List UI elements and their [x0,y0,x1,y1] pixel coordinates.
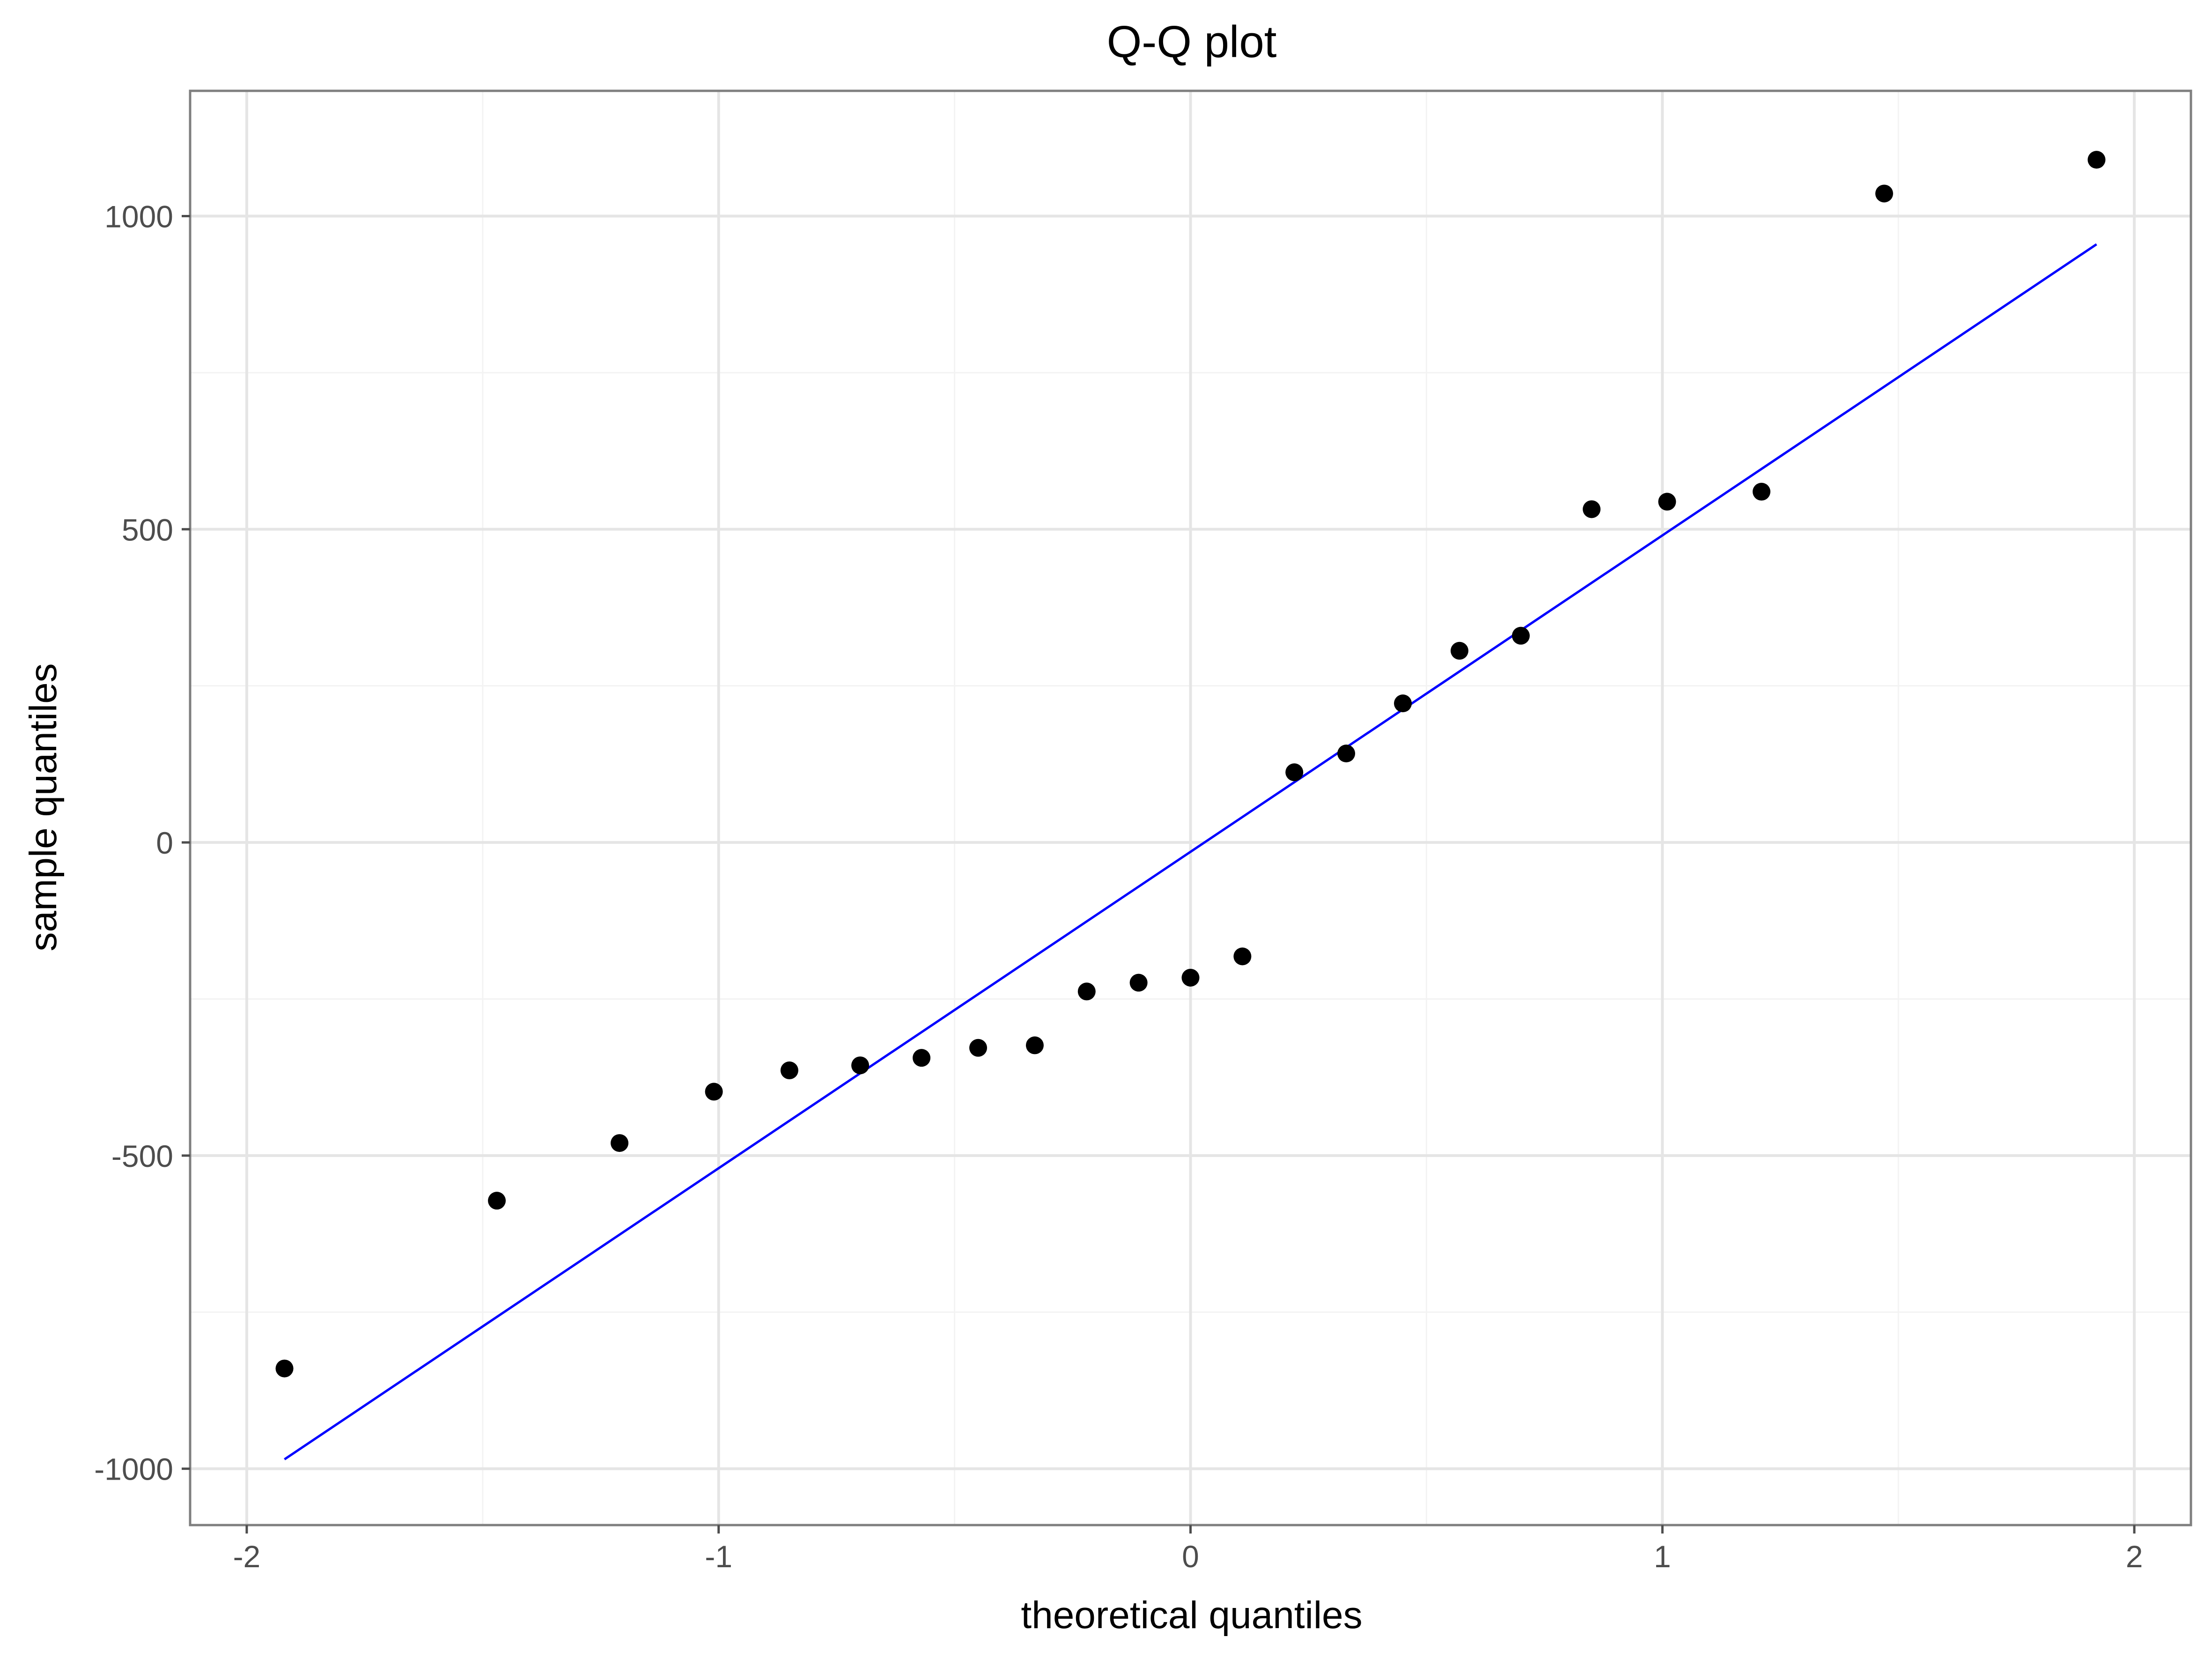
x-tick-label: 1 [1654,1539,1671,1574]
data-point [1450,641,1468,660]
data-point [851,1056,870,1075]
y-axis-title: sample quantiles [22,663,65,951]
data-point [488,1192,506,1210]
data-point [1512,627,1530,645]
y-tick-label: -500 [111,1139,173,1173]
data-points [275,151,2106,1378]
data-point [1025,1036,1044,1054]
data-point [705,1083,723,1101]
data-point [1583,500,1601,518]
y-axis: -1000 -500 0 500 1000 [94,199,190,1487]
data-point [780,1061,798,1079]
data-point [611,1134,629,1152]
x-tick-label: -1 [705,1539,732,1574]
y-tick-label: -1000 [94,1452,173,1487]
x-tick-label: 2 [2126,1539,2143,1574]
data-point [1129,973,1148,992]
data-point [1077,982,1096,1001]
x-axis-title: theoretical quantiles [1021,1594,1362,1637]
reference-line [284,243,2097,1460]
data-point [1181,968,1200,987]
data-point [913,1049,931,1067]
data-point [1875,184,1893,203]
y-tick-label: 1000 [104,199,173,234]
major-grid [190,91,2191,1525]
data-point [1337,745,1356,763]
data-point [275,1359,294,1378]
x-tick-label: -2 [233,1539,261,1574]
data-point [2087,151,2106,169]
x-tick-label: 0 [1182,1539,1199,1574]
data-point [1285,763,1304,782]
data-point [1658,493,1676,511]
data-point [969,1039,987,1057]
data-point [1752,483,1770,501]
x-axis: -2 -1 0 1 2 [233,1525,2143,1574]
data-point [1394,694,1412,713]
y-tick-label: 500 [122,512,173,547]
y-tick-label: 0 [156,826,173,860]
data-point [1233,947,1252,966]
chart-title: Q-Q plot [1107,17,1277,67]
